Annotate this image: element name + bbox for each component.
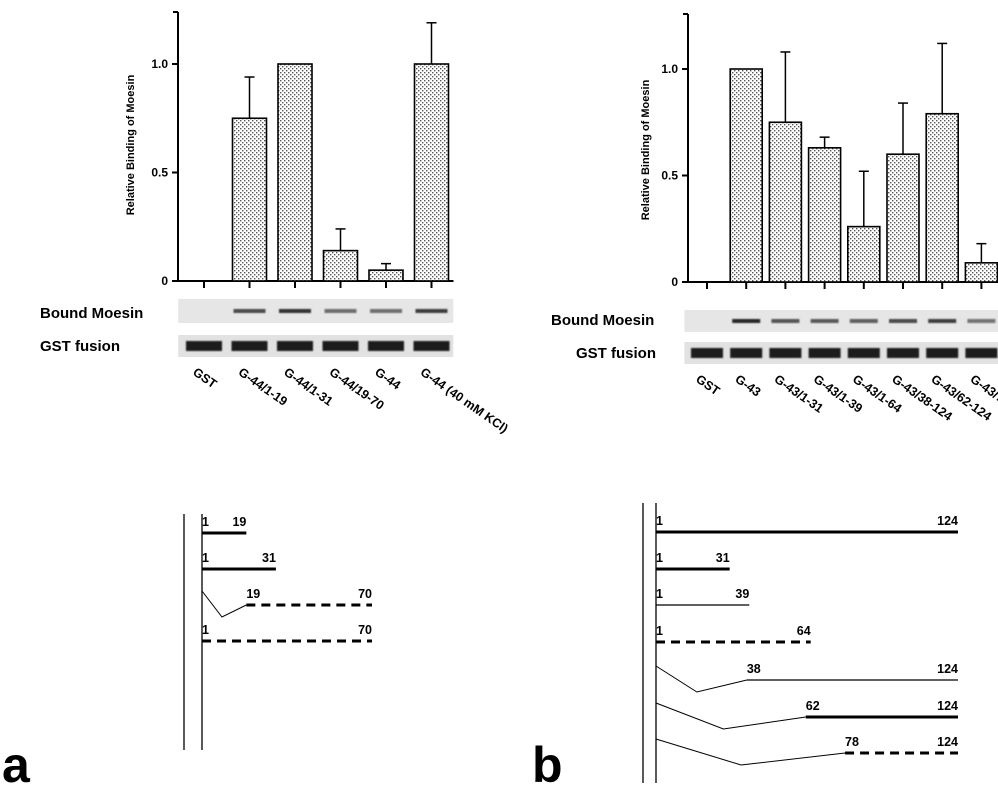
construct-start-label: 1	[202, 515, 209, 529]
panel-a-y-tick-label: 1.0	[151, 57, 168, 71]
panel-a-y-tick-label: 0.5	[151, 166, 168, 180]
category-label: G-44	[372, 365, 403, 392]
category-label: G-43	[732, 372, 763, 399]
gst-fusion-band	[808, 348, 841, 358]
bound-moesin-band	[279, 309, 311, 313]
bound-moesin-blot-strip	[684, 310, 998, 332]
construct-end-label: 31	[262, 551, 276, 565]
panel-a-fusion-map: 1 19 1 31 19 70 1 70	[183, 514, 372, 750]
panel-b-gst-fusion-label: GST fusion	[576, 345, 656, 362]
bound-moesin-band	[810, 319, 839, 323]
bound-moesin-band	[889, 319, 917, 323]
bar	[886, 153, 920, 283]
panel-a-gst-fusion-label: GST fusion	[40, 338, 120, 355]
construct-start-label: 62	[806, 699, 820, 713]
deletion-chevron	[201, 590, 247, 618]
bound-moesin-band	[771, 319, 800, 323]
bar	[368, 269, 404, 282]
gst-fusion-band	[769, 348, 802, 358]
construct-end-label: 124	[937, 514, 958, 528]
category-label: GST	[693, 372, 722, 398]
category-label: GST	[190, 365, 219, 391]
construct-start-label: 19	[246, 587, 260, 601]
bar	[322, 249, 359, 282]
bar	[925, 112, 960, 283]
construct-end-label: 64	[797, 624, 811, 638]
panel-b-y-tick-label: 1.0	[661, 62, 678, 76]
bound-moesin-band	[415, 309, 448, 313]
panel-a-y-tick-label: 0	[161, 274, 168, 288]
deletion-chevron	[655, 665, 747, 693]
construct-end-label: 124	[937, 735, 958, 749]
bar	[807, 147, 842, 283]
panel-b-y-tick-label: 0	[671, 275, 678, 289]
gst-fusion-band	[730, 348, 763, 358]
gst-fusion-band	[277, 341, 313, 351]
gst-fusion-band	[231, 341, 268, 351]
category-label: G-44/1-19	[236, 365, 290, 409]
construct-start-label: 1	[656, 624, 663, 638]
bar	[277, 63, 313, 282]
bar	[231, 117, 268, 282]
gst-fusion-band	[887, 348, 919, 358]
bound-moesin-band	[732, 319, 761, 323]
panel-b-y-axis-label: Relative Binding of Moesin	[640, 79, 652, 220]
construct-end-label: 124	[937, 662, 958, 676]
construct-start-label: 1	[202, 551, 209, 565]
bar	[846, 225, 881, 283]
bar	[964, 262, 998, 283]
construct-end-label: 39	[735, 587, 749, 601]
gst-fusion-band	[926, 348, 959, 358]
construct-end-label: 31	[716, 551, 730, 565]
panel-b-bound-moesin-label: Bound Moesin	[551, 312, 654, 329]
construct-start-label: 1	[656, 551, 663, 565]
bound-moesin-band	[849, 319, 878, 323]
bar	[729, 68, 764, 283]
panel-b-letter: b	[532, 737, 563, 787]
construct-start-label: 78	[845, 735, 859, 749]
deletion-chevron	[655, 702, 806, 730]
bound-moesin-band	[370, 309, 402, 313]
bar	[768, 121, 803, 283]
panel-a-letter: a	[2, 737, 31, 787]
construct-start-label: 1	[202, 623, 209, 637]
bound-moesin-blot-strip	[178, 299, 454, 323]
deletion-chevron	[655, 738, 846, 766]
category-label: G-44 (40 mM KCl)	[418, 365, 511, 436]
construct-end-label: 70	[358, 623, 372, 637]
gst-fusion-band	[368, 341, 404, 351]
bound-moesin-band	[233, 309, 266, 313]
bar	[413, 63, 450, 282]
construct-start-label: 38	[747, 662, 761, 676]
panel-a-y-axis-label: Relative Binding of Moesin	[125, 74, 137, 215]
gst-fusion-blot-strip	[684, 342, 998, 364]
gst-fusion-band	[413, 341, 450, 351]
panel-b-fusion-map: 1 124 1 31 1 39 1 64 38 124 62 124 78 124	[642, 503, 958, 783]
construct-end-label: 124	[937, 699, 958, 713]
construct-start-label: 1	[656, 514, 663, 528]
bound-moesin-band	[324, 309, 357, 313]
gst-fusion-band	[965, 348, 998, 358]
construct-start-label: 1	[656, 587, 663, 601]
panel-a-bound-moesin-label: Bound Moesin	[40, 305, 143, 322]
gst-fusion-band	[186, 341, 222, 351]
gst-fusion-band	[322, 341, 359, 351]
category-label: G-44/1-31	[281, 365, 335, 409]
construct-end-label: 70	[358, 587, 372, 601]
gst-fusion-blot-strip	[178, 335, 454, 357]
bound-moesin-band	[928, 319, 957, 323]
bound-moesin-band	[967, 319, 996, 323]
panel-b-y-tick-label: 0.5	[661, 169, 678, 183]
gst-fusion-band	[691, 348, 723, 358]
construct-end-label: 19	[232, 515, 246, 529]
gst-fusion-band	[847, 348, 880, 358]
